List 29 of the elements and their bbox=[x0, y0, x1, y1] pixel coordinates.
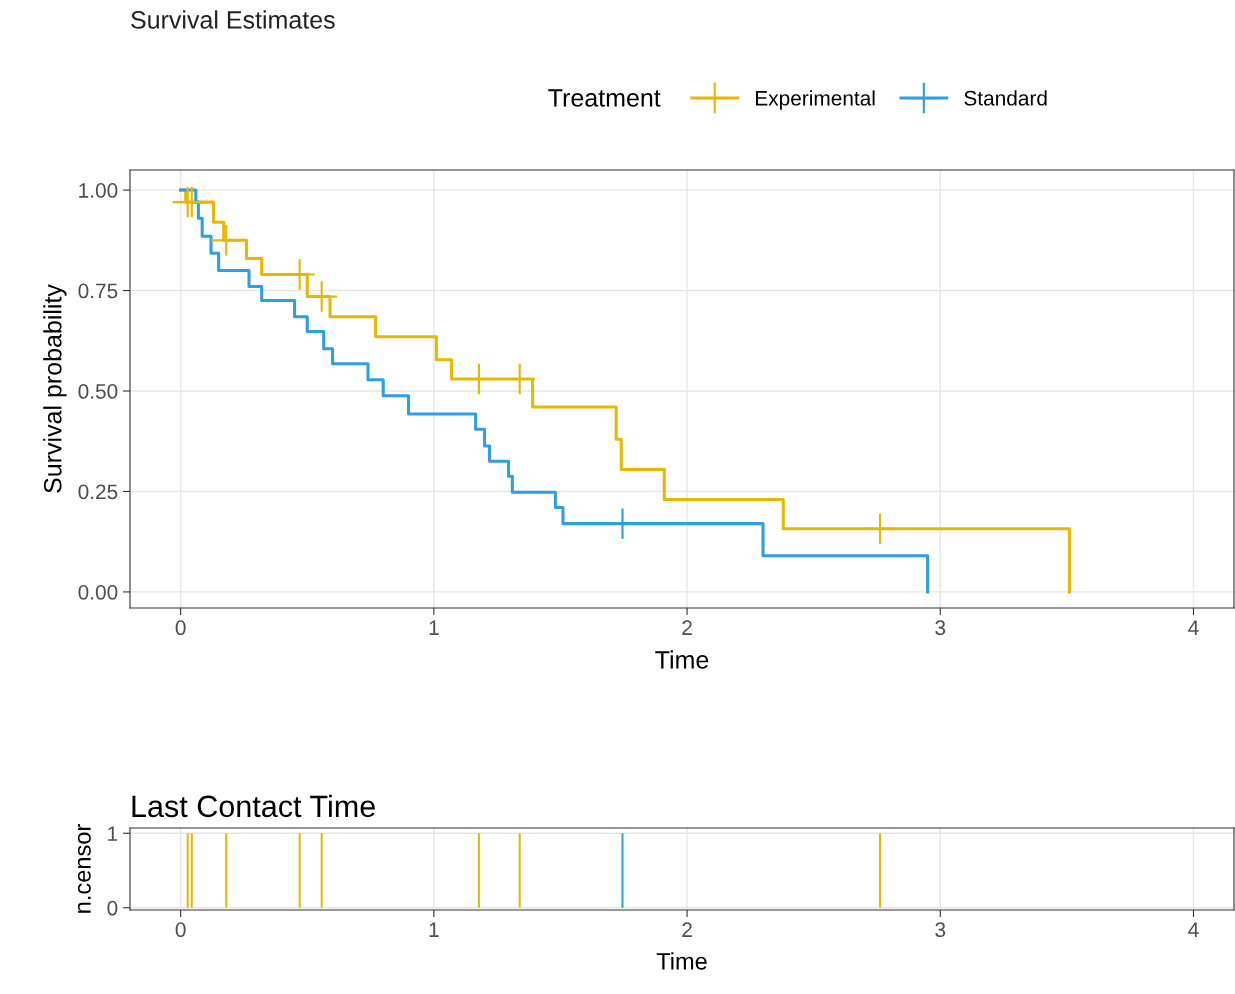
x-tick-label: 0 bbox=[175, 922, 186, 938]
x-tick-label: 2 bbox=[682, 620, 692, 635]
point bbox=[864, 513, 896, 545]
point bbox=[211, 225, 242, 256]
x-tick-label: 2 bbox=[682, 922, 692, 937]
y-tick-label: 0.75 bbox=[78, 283, 118, 299]
y-tick-label: 1.00 bbox=[79, 183, 118, 198]
legend-label: Experimental bbox=[756, 90, 875, 110]
x-tick-label: 3 bbox=[935, 922, 946, 938]
y-tick-label: 0.25 bbox=[78, 484, 118, 500]
x-tick-label: 4 bbox=[1188, 620, 1199, 635]
legend-label: Standard bbox=[964, 90, 1047, 106]
y-tick-label: 0.50 bbox=[78, 384, 118, 399]
x-tick-label: 3 bbox=[935, 620, 946, 636]
y-tick-label: 0.00 bbox=[78, 584, 118, 600]
chart-title: Survival Estimates bbox=[131, 10, 335, 29]
y-tick-label: 1 bbox=[108, 826, 118, 841]
x-tick-label: 1 bbox=[429, 922, 439, 937]
legend-title: Treatment bbox=[548, 89, 661, 107]
x-tick-label: 0 bbox=[175, 620, 186, 636]
x-axis-title: Time bbox=[656, 952, 707, 970]
y-tick-label: 0 bbox=[107, 900, 118, 916]
x-tick-label: 4 bbox=[1188, 922, 1199, 937]
chart-title: Last Contact Time bbox=[132, 794, 375, 818]
y-axis-title: n.censor bbox=[77, 824, 91, 913]
x-axis-title: Time bbox=[655, 650, 709, 669]
point bbox=[306, 281, 337, 312]
y-axis-title: Survival probability bbox=[43, 284, 67, 493]
x-tick-label: 1 bbox=[429, 620, 439, 635]
